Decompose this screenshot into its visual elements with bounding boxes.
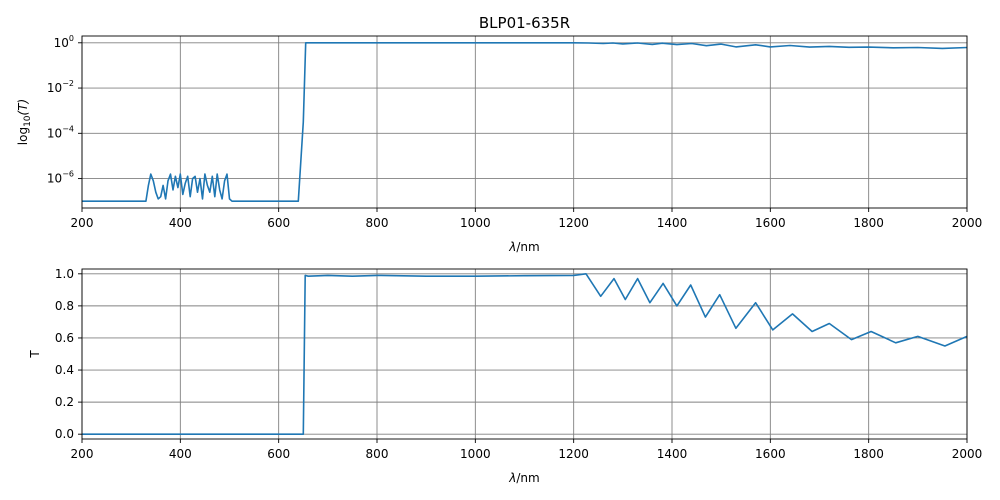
top-x-tick-label: 1600 [755, 216, 786, 230]
bottom-x-axis-variable: λ [508, 471, 516, 485]
top-x-axis-unit: /nm [516, 240, 539, 254]
bottom-x-tick-label: 400 [169, 447, 192, 461]
top-x-tick-label: 400 [169, 216, 192, 230]
top-y-ticks: 100 10−2 10−4 10−6 [47, 34, 82, 186]
top-x-tick-label: 2000 [952, 216, 983, 230]
bottom-y-tick-label: 0.2 [55, 395, 74, 409]
bottom-y-ticks: 0.0 0.2 0.4 0.6 0.8 1.0 [55, 267, 82, 441]
bottom-y-tick-label: 0.4 [55, 363, 74, 377]
bottom-plot-frame [81, 268, 968, 440]
top-y-axis-subscript: 10 [23, 115, 33, 127]
top-x-ticks: 200 400 600 800 1000 1200 1400 1600 2000 1800 [71, 208, 983, 230]
bottom-x-tick-label: 1800 [853, 447, 884, 461]
top-x-tick-label: 1400 [657, 216, 688, 230]
top-x-tick-label: 1800 [853, 216, 884, 230]
bottom-x-tick-label: 1400 [657, 447, 688, 461]
top-transmission-line [82, 41, 968, 202]
bottom-y-tick-label: 1.0 [55, 267, 74, 281]
top-x-axis-label: λ/nm [508, 240, 539, 254]
bottom-transmission-line [82, 272, 968, 436]
top-x-tick-label: 1200 [558, 216, 589, 230]
top-x-tick-label: 200 [71, 216, 94, 230]
bottom-y-tick-label: 0.8 [55, 299, 74, 313]
bottom-x-axis-unit: /nm [516, 471, 539, 485]
bottom-x-tick-label: 2000 [952, 447, 983, 461]
bottom-y-tick-label: 0.0 [55, 427, 74, 441]
top-x-tick-label: 1000 [460, 216, 491, 230]
bottom-x-tick-label: 1000 [460, 447, 491, 461]
top-x-tick-label: 800 [366, 216, 389, 230]
top-y-axis-label: log10(T) [16, 99, 33, 145]
bottom-x-tick-label: 1600 [755, 447, 786, 461]
bottom-x-tick-label: 800 [366, 447, 389, 461]
bottom-y-axis-label: T [28, 350, 42, 359]
bottom-x-tick-label: 600 [267, 447, 290, 461]
top-plot-frame [81, 35, 968, 209]
top-y-tick-label: 10−4 [47, 124, 74, 140]
bottom-x-axis-label: λ/nm [508, 471, 539, 485]
bottom-x-ticks: 200 400 600 800 1000 1200 1400 1600 1800 2000 [71, 439, 983, 461]
top-y-tick-label: 100 [54, 34, 74, 50]
linear-transmission-panel: 200 400 600 800 1000 1200 1400 1600 1800 2000 0.0… [28, 267, 982, 485]
chart-title: BLP01-635R [479, 14, 570, 32]
bottom-x-tick-label: 1200 [558, 447, 589, 461]
top-y-tick-label: 10−2 [47, 79, 74, 95]
top-y-tick-label: 10−6 [47, 170, 74, 186]
bottom-x-tick-label: 200 [71, 447, 94, 461]
log-transmission-panel: 200 400 600 800 1000 1200 1400 1600 2000 1800 100… [16, 14, 982, 254]
bottom-y-tick-label: 0.6 [55, 331, 74, 345]
top-y-axis-prefix: log [16, 127, 30, 145]
top-grid [81, 36, 968, 208]
top-y-axis-argument: (T) [16, 99, 30, 116]
top-x-axis-variable: λ [508, 240, 516, 254]
top-x-tick-label: 600 [267, 216, 290, 230]
